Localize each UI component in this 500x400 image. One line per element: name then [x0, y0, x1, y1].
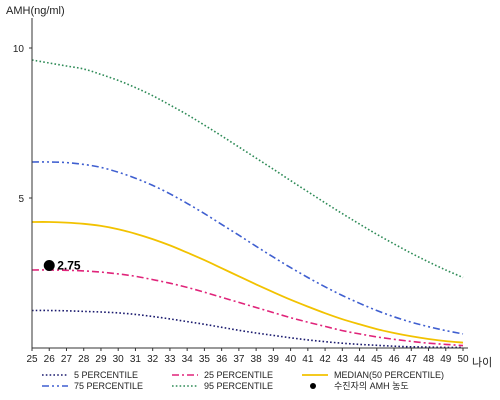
- x-tick-label: 47: [406, 354, 418, 365]
- x-tick-label: 34: [182, 354, 194, 365]
- legend-swatch-patient-amh: [310, 383, 316, 389]
- x-tick-label: 42: [320, 354, 332, 365]
- series-line-95-percentile: [31, 59, 464, 279]
- series-line-75-percentile: [31, 161, 464, 335]
- y-axis-title: AMH(ng/ml): [6, 5, 65, 17]
- x-tick-label: 32: [147, 354, 159, 365]
- x-tick-label: 27: [61, 354, 73, 365]
- x-tick-label: 33: [164, 354, 176, 365]
- patient-amh-value-label: 2.75: [57, 259, 81, 273]
- legend-label-5-percentile: 5 PERCENTILE: [74, 370, 138, 380]
- x-axis-title: 나이: [472, 356, 492, 369]
- legend-label-95-percentile: 95 PERCENTILE: [204, 381, 273, 391]
- x-tick-label: 36: [216, 354, 228, 365]
- x-tick-label: 45: [371, 354, 383, 365]
- series-line-25-percentile: [31, 269, 464, 347]
- x-tick-label: 29: [95, 354, 107, 365]
- x-tick-label: 41: [302, 354, 314, 365]
- x-tick-label: 31: [130, 354, 142, 365]
- x-tick-label: 25: [26, 354, 38, 365]
- x-tick-label: 50: [457, 354, 469, 365]
- y-tick-label: 5: [18, 194, 24, 205]
- x-tick-label: 46: [388, 354, 400, 365]
- series-line-median-50-percentile: [31, 221, 464, 344]
- x-tick-label: 37: [233, 354, 245, 365]
- x-tick-label: 38: [251, 354, 263, 365]
- patient-amh-point: [43, 260, 55, 271]
- series-line-5-percentile: [31, 309, 464, 349]
- x-tick-label: 35: [199, 354, 211, 365]
- x-tick-label: 49: [440, 354, 452, 365]
- legend: 5 PERCENTILE 25 PERCENTILE MEDIAN(50 PERCE…: [42, 370, 444, 391]
- x-tick-label: 30: [113, 354, 125, 365]
- legend-label-median-50-percentile: MEDIAN(50 PERCENTILE): [334, 370, 444, 380]
- legend-label-patient-amh: 수진자의 AMH 농도: [334, 381, 409, 391]
- x-tick-label: 40: [285, 354, 297, 365]
- axes: AMH(ng/ml) 나이 25 26 27 28 29 30 31 32 33 34 35 36 37…: [6, 5, 492, 369]
- x-tick-label: 39: [268, 354, 280, 365]
- x-tick-label: 28: [78, 354, 90, 365]
- legend-label-25-percentile: 25 PERCENTILE: [204, 370, 273, 380]
- legend-label-75-percentile: 75 PERCENTILE: [74, 381, 143, 391]
- plot-area: 2.75: [31, 59, 464, 349]
- y-tick-label: 10: [13, 44, 25, 55]
- x-tick-label: 43: [337, 354, 349, 365]
- x-tick-label: 26: [44, 354, 56, 365]
- x-tick-label: 44: [354, 354, 366, 365]
- x-tick-label: 48: [423, 354, 435, 365]
